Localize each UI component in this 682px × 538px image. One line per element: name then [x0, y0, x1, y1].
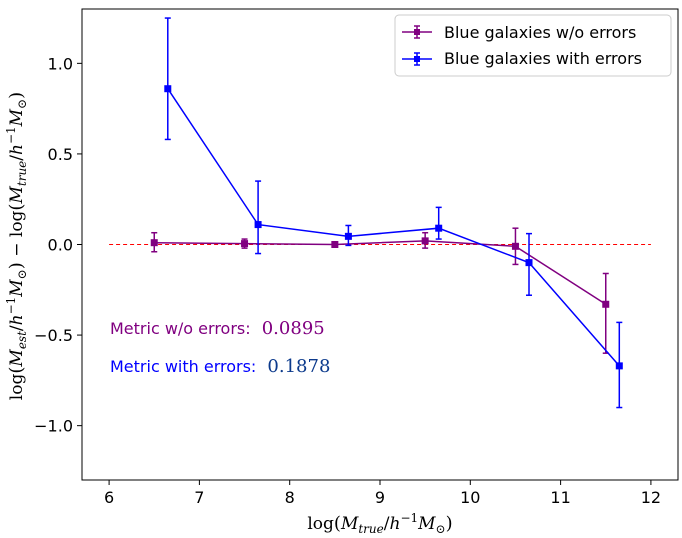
y-axis: 1.0 0.5 0.0 −0.5 −1.0 [34, 54, 82, 436]
data-point [435, 224, 443, 232]
error-bar [164, 17, 171, 141]
data-point [344, 232, 352, 240]
data-point [164, 85, 172, 93]
error-bar [602, 272, 609, 354]
series-without-errors [150, 227, 610, 354]
x-tick-label: 10 [460, 488, 480, 507]
data-point [241, 240, 249, 248]
x-tick-label: 8 [285, 488, 295, 507]
y-tick-label: 0.5 [48, 145, 73, 164]
y-tick-label: −1.0 [34, 417, 73, 436]
data-point [602, 300, 610, 308]
data-point [150, 239, 158, 247]
data-point [331, 241, 339, 248]
x-tick-label: 12 [641, 488, 661, 507]
annotation-label-without-errors: Metric w/o errors: [110, 319, 251, 338]
x-tick-label: 7 [194, 488, 204, 507]
error-bar [435, 206, 442, 240]
data-point [615, 362, 623, 370]
data-point [511, 242, 519, 250]
x-tick-label: 11 [550, 488, 570, 507]
series-line-without-errors [154, 240, 607, 305]
x-tick-label: 9 [375, 488, 385, 507]
x-axis-title: log(Mtrue/h−1M⊙) [307, 511, 452, 536]
y-tick-label: 1.0 [48, 54, 73, 73]
annotation-label-with-errors: Metric with errors: [110, 357, 256, 376]
series-line-with-errors [167, 88, 620, 367]
legend-marker-with-errors [414, 56, 420, 62]
data-point [421, 237, 429, 245]
legend-label-without-errors: Blue galaxies w/o errors [444, 23, 636, 42]
x-axis: 6 7 8 9 10 11 12 [104, 480, 661, 507]
legend-box [394, 14, 672, 77]
series-group [150, 17, 623, 409]
x-tick-label: 6 [104, 488, 114, 507]
series-with-errors [164, 17, 623, 409]
annotation-metric-without-errors: Metric w/o errors: 0.0895 [110, 318, 325, 339]
legend: Blue galaxies w/o errors Blue galaxies w… [394, 14, 672, 77]
annotation-metric-with-errors: Metric with errors: 0.1878 [110, 356, 330, 377]
data-point [525, 259, 533, 267]
legend-item-without-errors: Blue galaxies w/o errors [402, 23, 636, 42]
annotation-value-without-errors: 0.0895 [262, 318, 325, 339]
y-tick-label: 0.0 [48, 236, 73, 255]
legend-item-with-errors: Blue galaxies with errors [402, 49, 642, 68]
annotation-value-with-errors: 0.1878 [267, 356, 330, 377]
y-tick-label: −0.5 [34, 326, 73, 345]
error-bar [255, 180, 262, 255]
data-point [254, 221, 262, 229]
legend-label-with-errors: Blue galaxies with errors [444, 49, 642, 68]
y-axis-title: log(Mest/h−1M⊙) − log(Mtrue/h−1M⊙) [4, 92, 29, 400]
legend-marker-without-errors [414, 29, 420, 35]
